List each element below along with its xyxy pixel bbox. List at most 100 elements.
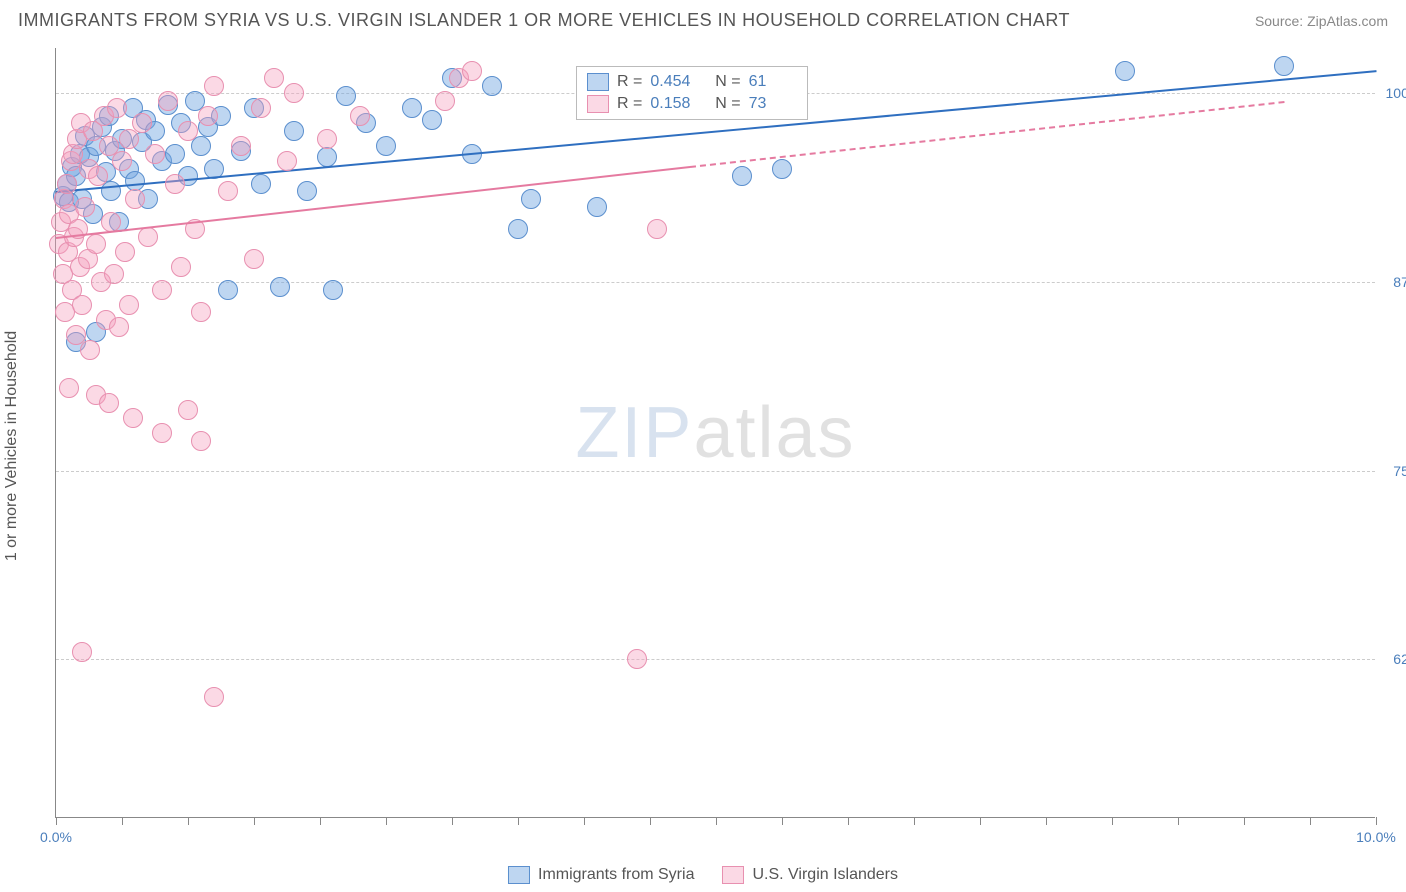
x-tick	[56, 817, 57, 825]
stats-legend: R = 0.454 N = 61R = 0.158 N = 73	[576, 66, 808, 120]
x-tick-label: 0.0%	[40, 829, 72, 845]
data-point-usvi	[284, 83, 304, 103]
data-point-usvi	[165, 174, 185, 194]
data-point-usvi	[244, 249, 264, 269]
data-point-usvi	[125, 189, 145, 209]
data-point-usvi	[264, 68, 284, 88]
x-tick	[1178, 817, 1179, 825]
y-tick-label: 75.0%	[1379, 463, 1406, 479]
stat-n-value: 61	[749, 73, 797, 91]
data-point-usvi	[204, 687, 224, 707]
x-tick	[782, 817, 783, 825]
data-point-syria	[251, 174, 271, 194]
x-tick	[122, 817, 123, 825]
data-point-usvi	[647, 219, 667, 239]
data-point-usvi	[277, 151, 297, 171]
data-point-usvi	[317, 129, 337, 149]
data-point-syria	[1115, 61, 1135, 81]
stats-legend-row: R = 0.158 N = 73	[587, 93, 797, 115]
data-point-syria	[1274, 56, 1294, 76]
data-point-usvi	[178, 400, 198, 420]
data-point-usvi	[191, 431, 211, 451]
data-point-syria	[297, 181, 317, 201]
data-point-usvi	[171, 257, 191, 277]
gridline-h	[56, 471, 1375, 472]
stat-r-value: 0.454	[650, 73, 698, 91]
data-point-usvi	[107, 98, 127, 118]
source-label: Source: ZipAtlas.com	[1255, 13, 1388, 29]
stat-n-value: 73	[749, 95, 797, 113]
data-point-usvi	[115, 242, 135, 262]
y-tick-label: 100.0%	[1379, 85, 1406, 101]
x-tick	[1112, 817, 1113, 825]
data-point-usvi	[109, 317, 129, 337]
stat-n-label: N =	[706, 73, 740, 91]
data-point-usvi	[88, 166, 108, 186]
stats-legend-row: R = 0.454 N = 61	[587, 71, 797, 93]
data-point-syria	[772, 159, 792, 179]
stat-r-label: R =	[617, 95, 642, 113]
data-point-usvi	[138, 227, 158, 247]
x-tick	[452, 817, 453, 825]
chart-title: IMMIGRANTS FROM SYRIA VS U.S. VIRGIN ISL…	[18, 10, 1070, 31]
stat-r-value: 0.158	[650, 95, 698, 113]
x-tick	[716, 817, 717, 825]
data-point-syria	[587, 197, 607, 217]
legend-item: Immigrants from Syria	[508, 866, 694, 884]
data-point-syria	[521, 189, 541, 209]
watermark-zip: ZIP	[575, 393, 693, 473]
legend-label: U.S. Virgin Islanders	[752, 866, 898, 884]
x-tick	[980, 817, 981, 825]
data-point-usvi	[627, 649, 647, 669]
data-point-usvi	[251, 98, 271, 118]
data-point-syria	[125, 171, 145, 191]
data-point-syria	[508, 219, 528, 239]
stat-r-label: R =	[617, 73, 642, 91]
data-point-syria	[422, 110, 442, 130]
x-tick-label: 10.0%	[1356, 829, 1396, 845]
data-point-usvi	[57, 174, 77, 194]
data-point-syria	[336, 86, 356, 106]
data-point-usvi	[99, 393, 119, 413]
data-point-usvi	[191, 302, 211, 322]
data-point-syria	[165, 144, 185, 164]
plot-area: ZIPatlas 62.5%75.0%87.5%100.0%0.0%10.0%R…	[55, 48, 1375, 818]
stat-n-label: N =	[706, 95, 740, 113]
title-bar: IMMIGRANTS FROM SYRIA VS U.S. VIRGIN ISL…	[18, 10, 1388, 31]
legend-label: Immigrants from Syria	[538, 866, 694, 884]
data-point-usvi	[152, 423, 172, 443]
data-point-usvi	[101, 212, 121, 232]
x-tick	[518, 817, 519, 825]
data-point-usvi	[435, 91, 455, 111]
data-point-usvi	[80, 340, 100, 360]
x-tick	[914, 817, 915, 825]
data-point-usvi	[75, 197, 95, 217]
x-tick	[1310, 817, 1311, 825]
x-tick	[320, 817, 321, 825]
data-point-syria	[376, 136, 396, 156]
x-tick	[1046, 817, 1047, 825]
x-tick	[650, 817, 651, 825]
data-point-usvi	[104, 264, 124, 284]
legend-swatch	[508, 866, 530, 884]
x-tick	[1376, 817, 1377, 825]
data-point-syria	[317, 147, 337, 167]
data-point-usvi	[86, 234, 106, 254]
legend-swatch	[722, 866, 744, 884]
data-point-syria	[402, 98, 422, 118]
data-point-usvi	[72, 295, 92, 315]
data-point-usvi	[59, 378, 79, 398]
data-point-usvi	[145, 144, 165, 164]
x-tick	[386, 817, 387, 825]
y-tick-label: 87.5%	[1379, 274, 1406, 290]
data-point-usvi	[462, 61, 482, 81]
data-point-usvi	[132, 113, 152, 133]
x-tick	[188, 817, 189, 825]
data-point-usvi	[231, 136, 251, 156]
watermark-atlas: atlas	[693, 393, 855, 473]
data-point-usvi	[112, 151, 132, 171]
data-point-usvi	[178, 121, 198, 141]
x-tick	[584, 817, 585, 825]
data-point-syria	[482, 76, 502, 96]
data-point-usvi	[123, 408, 143, 428]
